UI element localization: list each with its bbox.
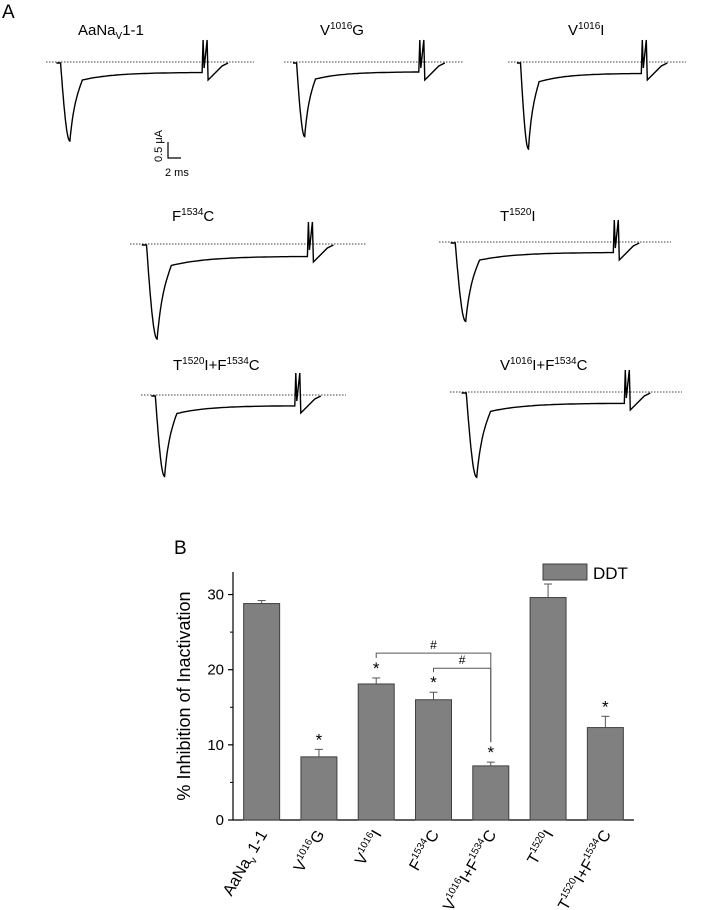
bar: [586, 727, 624, 821]
current-trace: [450, 219, 640, 323]
bracket-label: #: [459, 653, 466, 667]
label-part: C: [249, 357, 260, 374]
bar: [415, 699, 452, 821]
trace-label: V1016G: [320, 21, 364, 39]
significance-star: *: [316, 730, 323, 749]
label-part: I: [600, 22, 604, 39]
category-label: V1016I: [351, 827, 386, 869]
significance-bracket: [433, 667, 492, 743]
scale-bar-time-label: 2 ms: [165, 167, 189, 179]
label-part: V: [568, 22, 578, 39]
trace-panel: F1534C: [130, 207, 366, 341]
y-axis-title: % Inhibition of Inactivation: [174, 591, 194, 800]
bar: [357, 683, 395, 821]
current-trace: [151, 372, 322, 478]
label-part: C: [577, 357, 588, 374]
scale-bar-lines: [167, 142, 181, 159]
label-part: 1016: [510, 356, 533, 367]
scale-bar-current-label: 0.5 μA: [153, 129, 165, 162]
category-label: AaNav 1-1: [220, 827, 274, 900]
trace-panel: T1520I: [439, 207, 671, 323]
trace-panel: V1016I: [508, 21, 686, 151]
current-trace: [516, 39, 668, 151]
current-trace: [461, 369, 651, 479]
category-label-part: 1-1: [243, 827, 272, 859]
label-part: 1016: [330, 21, 353, 32]
panel-b-letter: B: [174, 538, 187, 559]
category-label-part: v: [248, 856, 260, 866]
significance-star: *: [373, 659, 380, 678]
category-label: T1520I: [523, 827, 558, 868]
label-part: T: [173, 357, 182, 374]
category-label: F1534C: [405, 827, 443, 874]
y-tick-label: 10: [207, 737, 224, 754]
trace-label: F1534C: [172, 207, 214, 225]
bar-chart: 0 10 20 30 % Inhibition of Inactivation * * * * *…: [174, 563, 634, 910]
label-part: 1-1: [122, 22, 144, 39]
trace-label: T1520I: [500, 207, 536, 225]
bar: [472, 765, 510, 821]
trace-panel: V1016I+F1534C: [450, 356, 682, 479]
label-part: I+F: [532, 357, 554, 374]
trace-panel: V1016G: [284, 21, 464, 138]
panel-a-letter: A: [2, 2, 15, 23]
label-part: C: [203, 208, 214, 225]
label-part: 1520: [509, 207, 532, 218]
legend-swatch: [542, 563, 588, 581]
label-part: 1534: [554, 356, 577, 367]
bar: [300, 756, 338, 821]
bracket-label: #: [430, 638, 437, 652]
trace-label: V1016I+F1534C: [500, 356, 588, 374]
trace-label: T1520I+F1534C: [173, 356, 260, 374]
category-label: V1016G: [289, 827, 328, 876]
label-part: V: [500, 357, 510, 374]
trace-label: V1016I: [568, 21, 604, 39]
legend: DDT: [542, 563, 628, 583]
bar: [529, 597, 567, 821]
category-label: V1016I+F1534C: [439, 827, 501, 910]
current-trace: [56, 39, 229, 143]
label-part: AaNa: [78, 22, 116, 39]
y-tick-label: 20: [207, 662, 224, 679]
label-part: 1016: [578, 21, 601, 32]
label-part: G: [352, 22, 364, 39]
label-part: 1534: [227, 356, 250, 367]
trace-label: AaNaV1-1: [78, 22, 144, 42]
panel-b: B 0 10 20 30 % Inhibition of Inactivation * * *…: [174, 538, 634, 910]
trace-panel: T1520I+F1534C: [141, 356, 346, 478]
label-part: V: [116, 31, 123, 42]
y-tick-label: 0: [216, 812, 224, 829]
y-tick-label: 30: [207, 587, 224, 604]
scale-bar: 0.5 μA 2 ms: [153, 129, 189, 179]
label-part: 1534: [181, 207, 204, 218]
current-trace: [141, 221, 334, 341]
label-part: T: [500, 208, 509, 225]
label-part: V: [320, 22, 330, 39]
category-label: T1520I+F1534C: [554, 827, 615, 910]
legend-label: DDT: [593, 564, 628, 583]
label-part: F: [172, 208, 181, 225]
label-part: 1520: [182, 356, 205, 367]
trace-panel: AaNaV1-1: [46, 22, 254, 143]
label-part: I+F: [204, 357, 226, 374]
bar: [243, 603, 281, 821]
label-part: I: [531, 208, 535, 225]
current-trace: [293, 39, 446, 138]
significance-star: *: [602, 697, 609, 716]
significance-star: *: [487, 743, 494, 762]
significance-star: *: [430, 673, 437, 692]
